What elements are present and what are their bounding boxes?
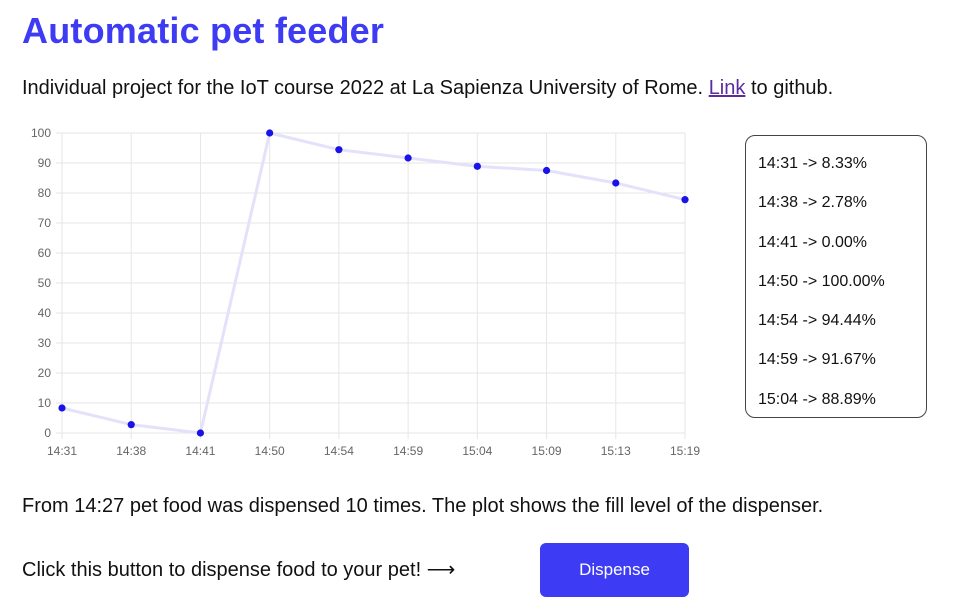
log-entry: 14:41 -> 0.00% — [758, 233, 867, 251]
y-tick-label: 0 — [44, 426, 51, 440]
x-axis: 14:31 14:38 14:41 14:50 14:54 14:59 15:04 15:09… — [47, 444, 700, 458]
data-point — [58, 404, 66, 412]
data-point — [681, 196, 689, 204]
y-axis: 0 10 20 30 40 50 60 70 80 90 100 — [31, 126, 51, 440]
x-tick-label: 14:31 — [47, 444, 77, 458]
data-point — [266, 129, 274, 137]
x-tick-label: 14:41 — [185, 444, 215, 458]
data-point — [127, 421, 135, 429]
x-tick-label: 14:59 — [393, 444, 423, 458]
y-tick-label: 80 — [38, 186, 52, 200]
x-tick-label: 15:04 — [462, 444, 492, 458]
y-tick-label: 90 — [38, 156, 52, 170]
x-tick-label: 15:13 — [601, 444, 631, 458]
intro-paragraph: Individual project for the IoT course 20… — [22, 77, 833, 100]
dispense-button[interactable]: Dispense — [540, 543, 689, 597]
series-line — [61, 131, 686, 435]
log-entry: 14:31 -> 8.33% — [758, 155, 867, 172]
cta-text: Click this button to dispense food to yo… — [22, 559, 456, 581]
summary-text: From 14:27 pet food was dispensed 10 tim… — [22, 495, 824, 517]
intro-text: Individual project for the IoT course 20… — [22, 77, 704, 99]
page-title: Automatic pet feeder — [22, 10, 385, 51]
github-link[interactable]: Link — [708, 77, 746, 99]
data-point — [612, 179, 620, 187]
x-tick-label: 14:54 — [324, 444, 354, 458]
log-entry: 15:04 -> 88.89% — [758, 390, 876, 408]
data-point — [473, 162, 481, 170]
log-entry: 14:54 -> 94.44% — [758, 312, 876, 330]
y-tick-label: 60 — [38, 246, 52, 260]
y-tick-label: 50 — [38, 276, 52, 290]
log-entry: 14:59 -> 91.67% — [758, 351, 876, 369]
x-tick-label: 14:50 — [255, 444, 285, 458]
y-tick-label: 40 — [38, 306, 52, 320]
log-entry: 14:50 -> 100.00% — [758, 272, 885, 290]
x-tick-label: 14:38 — [116, 444, 146, 458]
y-tick-label: 100 — [31, 126, 51, 140]
y-tick-label: 30 — [38, 336, 52, 350]
intro-suffix: to github. — [750, 77, 834, 99]
data-point — [404, 154, 412, 162]
y-tick-label: 20 — [38, 366, 52, 380]
x-tick-label: 15:19 — [670, 444, 700, 458]
log-entry: 14:38 -> 2.78% — [758, 194, 867, 212]
chart-grid — [56, 132, 686, 439]
x-tick-label: 15:09 — [532, 444, 562, 458]
y-tick-label: 10 — [38, 396, 52, 410]
y-tick-label: 70 — [38, 216, 52, 230]
data-point — [542, 166, 551, 175]
data-point — [335, 146, 343, 154]
dispense-log: 14:31 -> 8.33% 14:38 -> 2.78% 14:41 -> 0… — [745, 135, 927, 418]
series-points — [58, 129, 689, 437]
data-point — [196, 429, 205, 437]
